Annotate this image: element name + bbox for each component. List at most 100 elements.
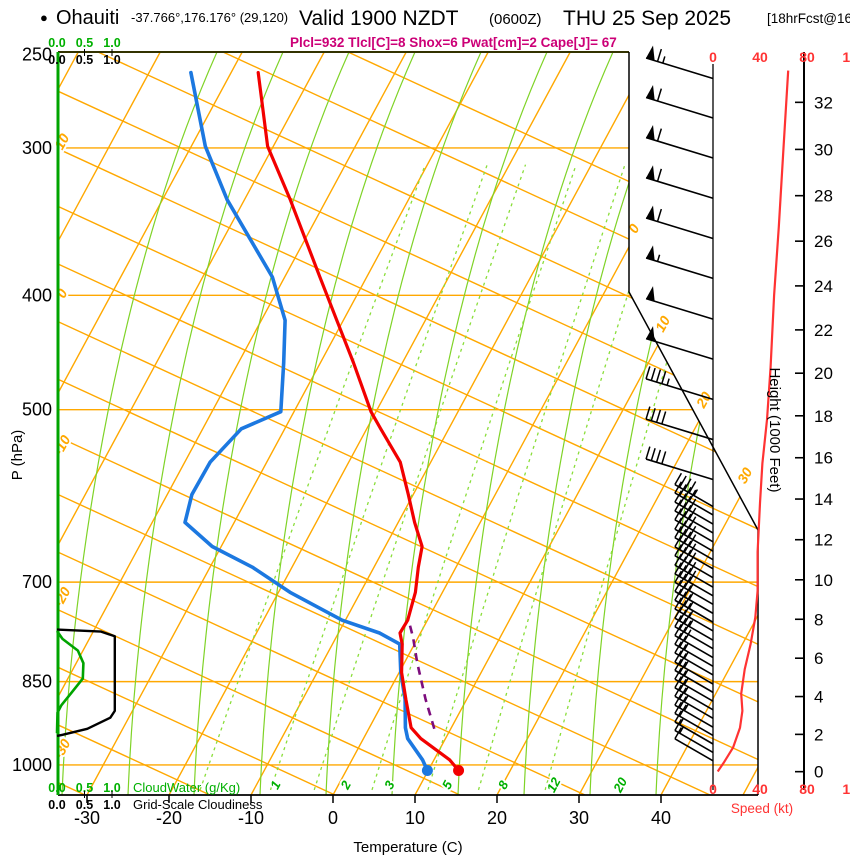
mixing-ratio-line (427, 164, 626, 791)
temperature-curve (256, 70, 461, 773)
wind-barb-full (683, 620, 692, 633)
cloudiness-scale-bottom: 1.0 (103, 798, 120, 812)
wind-barb-full (674, 579, 683, 592)
wind-barb-staff (674, 581, 714, 606)
sounding-curves (183, 70, 465, 777)
wind-barb (674, 562, 714, 597)
wind-barb-full (674, 623, 683, 636)
wind-barb-full (683, 567, 692, 580)
wind-barb-staff (674, 669, 714, 694)
wind-barb (645, 85, 714, 119)
pressure-tick-label: 1000 (12, 755, 52, 775)
cloudwater-scale-bottom: 1.0 (103, 781, 120, 795)
wind-barb-full (679, 617, 687, 630)
cloudiness-scale-top: 1.0 (103, 53, 120, 67)
speed-tick-label-top: 80 (799, 49, 815, 65)
wind-barb-half (688, 593, 694, 600)
dry-adiabat-line (58, 52, 758, 795)
wind-barb-half (662, 56, 666, 64)
wind-barb-full (679, 687, 687, 700)
moist-adiabat-line (391, 52, 548, 795)
wind-barb-full (656, 128, 663, 142)
wind-barb-staff (645, 297, 714, 320)
wind-barb-full (674, 508, 683, 521)
mixing-ratio-label: 1 (267, 778, 284, 791)
wind-barb (645, 125, 714, 159)
moist-adiabat-line (457, 52, 614, 795)
wind-barb-full (679, 635, 687, 648)
wind-barb-staff (674, 634, 714, 659)
height-tick-label: 28 (814, 187, 833, 206)
speed-axis-title: Speed (kt) (731, 801, 793, 816)
station-coords: -37.766°,176.176° (29,120) (131, 10, 288, 25)
wind-barb (674, 517, 714, 552)
wind-barb-full (679, 704, 687, 717)
wind-barb-staff (674, 599, 714, 623)
moist-adiabat-line (523, 52, 680, 795)
height-tick-label: 4 (814, 688, 823, 707)
wind-barb-staff (674, 492, 714, 516)
cloudwater-scale-bottom: 0.0 (48, 781, 65, 795)
height-tick-label: 24 (814, 277, 833, 296)
dry-adiabat-line (222, 52, 758, 795)
wind-barb-pennant (646, 125, 655, 141)
wind-barb-full (683, 559, 692, 572)
wind-barb-full (661, 451, 667, 465)
cloudiness-scale-top: 0.0 (48, 53, 65, 67)
cloud-water-profile (55, 630, 85, 734)
wind-barb-full (674, 544, 683, 557)
plot-borders (56, 51, 759, 796)
height-tick-label: 0 (814, 763, 823, 782)
wind-barb-full (683, 478, 692, 491)
wind-barb-full (688, 570, 697, 583)
speed-tick-label-top: 40 (752, 49, 768, 65)
wind-barb-staff (645, 337, 714, 360)
valid-time: Valid 1900 NZDT (299, 7, 459, 30)
wind-barb-full (656, 208, 663, 222)
height-tick-label: 14 (814, 490, 833, 509)
wind-barb-full (683, 495, 692, 508)
wind-barb-full (674, 658, 683, 671)
wind-barb-half (683, 669, 689, 677)
wind-barb-staff (645, 217, 714, 240)
wind-barb-staff (674, 738, 714, 762)
wind-barb (674, 508, 714, 543)
wind-speed-curve (716, 70, 790, 773)
wind-barb-staff (645, 177, 714, 200)
wind-barb-staff (674, 528, 714, 552)
wind-barb-full (650, 448, 656, 461)
isotherm-line (332, 52, 735, 795)
height-axis-title: Height (1000 Feet) (766, 367, 783, 492)
mixing-ratio-line (269, 164, 488, 791)
wind-barb-full (679, 537, 687, 550)
wind-barb-full (674, 606, 683, 619)
wind-barb-half (679, 718, 684, 726)
wind-barb-full (645, 446, 651, 460)
wind-barb-staff (674, 721, 714, 745)
chart-text: ● Ohauiti -37.766°,176.176° (29,120) Val… (9, 7, 850, 856)
wind-barb-staff (674, 652, 714, 676)
mixing-ratio-label: 2 (337, 777, 354, 792)
wind-barb-half (693, 489, 699, 496)
wind-barb-half (683, 704, 689, 712)
wind-barb-full (674, 667, 683, 680)
wind-barb-full (679, 644, 687, 657)
pressure-axis-title: P (hPa) (9, 430, 26, 481)
wind-barb-full (674, 535, 683, 548)
wind-barb (674, 632, 714, 668)
wind-barb-full (655, 409, 662, 423)
wind-barb-full (645, 406, 651, 420)
wind-barb-pennant (646, 205, 655, 221)
isotherm-line (58, 52, 161, 795)
wind-barb-full (650, 367, 656, 381)
speed-tick-label-bottom: 0 (709, 781, 717, 797)
mixing-ratio-label: 5 (439, 777, 456, 791)
wind-barb (674, 676, 714, 711)
wind-barb-staff (674, 536, 714, 561)
wind-barb-full (688, 561, 697, 574)
wind-barb-full (656, 48, 663, 62)
height-tick-label: 12 (814, 531, 833, 550)
surface-temperature-dot (453, 765, 465, 777)
height-tick-label: 10 (814, 571, 833, 590)
wind-barb-full (674, 632, 683, 645)
